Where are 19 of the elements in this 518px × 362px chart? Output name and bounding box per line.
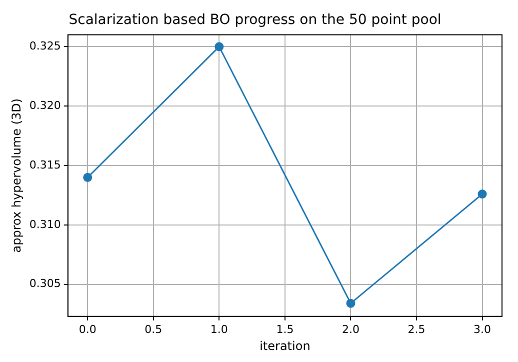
x-tick-label: 2.5 [408, 322, 426, 336]
y-axis-title: approx hypervolume (3D) [9, 98, 24, 253]
x-tick-label: 3.0 [474, 322, 492, 336]
x-tick-label: 1.5 [276, 322, 294, 336]
y-tick-label: 0.315 [29, 158, 61, 172]
chart-title: Scalarization based BO progress on the 50 point pool [68, 12, 442, 28]
x-tick-label: 2.0 [342, 322, 360, 336]
point [478, 190, 487, 199]
y-tick-label: 0.320 [29, 98, 61, 112]
x-tick-label: 0.0 [78, 322, 96, 336]
point [346, 298, 356, 308]
x-tick-label: 1.0 [210, 322, 228, 336]
point [83, 172, 92, 182]
y-tick-label: 0.305 [29, 277, 61, 290]
x-axis-title: iteration [260, 338, 310, 353]
y-tick-label: 0.310 [29, 218, 61, 231]
point [214, 42, 224, 52]
x-tick-label: 0.5 [144, 322, 162, 336]
y-tick-label: 0.325 [29, 40, 61, 53]
